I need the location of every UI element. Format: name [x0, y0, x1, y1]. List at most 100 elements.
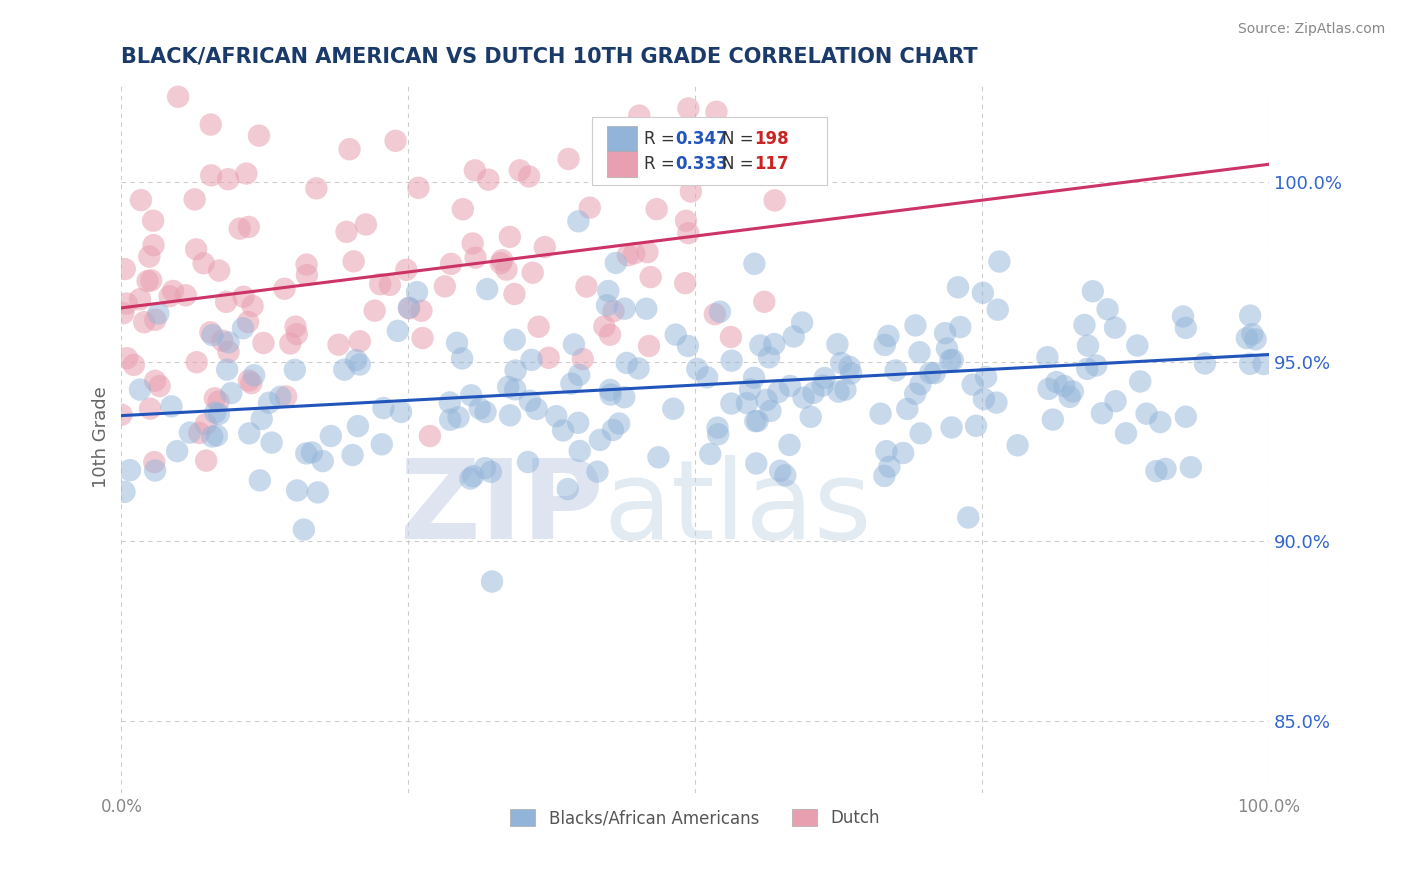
Point: [162, 284, 184, 298]
Point: [200, 169, 222, 183]
Point: [412, 331, 434, 345]
Point: [520, 352, 543, 367]
Point: [319, 429, 342, 443]
Point: [638, 339, 661, 353]
Point: [208, 407, 231, 421]
Point: [599, 327, 621, 342]
Point: [676, 339, 699, 353]
Point: [343, 254, 366, 268]
Point: [129, 292, 152, 306]
Point: [328, 337, 350, 351]
Point: [339, 142, 361, 156]
Point: [884, 363, 907, 377]
Point: [1059, 390, 1081, 404]
Point: [891, 446, 914, 460]
Point: [188, 425, 211, 440]
Point: [942, 353, 965, 368]
Point: [744, 414, 766, 428]
Point: [1239, 357, 1261, 371]
Point: [720, 330, 742, 344]
Point: [707, 427, 730, 442]
Point: [186, 243, 208, 257]
Point: [247, 128, 270, 143]
Point: [474, 461, 496, 475]
Point: [602, 304, 624, 318]
Point: [678, 102, 700, 116]
Point: [292, 523, 315, 537]
Point: [533, 240, 555, 254]
Point: [179, 425, 201, 440]
Point: [1091, 406, 1114, 420]
Point: [557, 482, 579, 496]
Point: [1097, 302, 1119, 317]
Point: [908, 345, 931, 359]
Point: [699, 447, 721, 461]
Point: [1115, 426, 1137, 441]
Point: [775, 468, 797, 483]
Point: [1239, 309, 1261, 323]
Point: [446, 335, 468, 350]
Point: [479, 465, 502, 479]
FancyBboxPatch shape: [607, 126, 637, 152]
Point: [285, 326, 308, 341]
Point: [706, 420, 728, 434]
Point: [1085, 359, 1108, 373]
Point: [461, 469, 484, 483]
Point: [568, 368, 591, 382]
Point: [496, 380, 519, 394]
Point: [208, 263, 231, 277]
Point: [567, 214, 589, 228]
Point: [499, 409, 522, 423]
Point: [946, 280, 969, 294]
Point: [665, 327, 688, 342]
Point: [720, 396, 742, 410]
Point: [451, 202, 474, 217]
Point: [134, 315, 156, 329]
Point: [759, 404, 782, 418]
Point: [763, 194, 786, 208]
Point: [503, 287, 526, 301]
Point: [551, 424, 574, 438]
Point: [647, 450, 669, 465]
Point: [143, 455, 166, 469]
Point: [1180, 460, 1202, 475]
Point: [1036, 350, 1059, 364]
Point: [201, 328, 224, 343]
Text: N =: N =: [721, 155, 758, 173]
Point: [1241, 327, 1264, 342]
Point: [236, 315, 259, 329]
Point: [949, 320, 972, 334]
Point: [599, 383, 621, 397]
Point: [749, 338, 772, 352]
Point: [920, 366, 942, 380]
Point: [790, 316, 813, 330]
Point: [411, 303, 433, 318]
Point: [373, 401, 395, 415]
Point: [763, 337, 786, 351]
Point: [333, 362, 356, 376]
Point: [464, 163, 486, 178]
Point: [1171, 310, 1194, 324]
Point: [934, 326, 956, 340]
Point: [987, 302, 1010, 317]
Point: [468, 401, 491, 416]
Point: [112, 306, 135, 320]
Point: [1045, 375, 1067, 389]
Point: [115, 296, 138, 310]
Point: [439, 395, 461, 409]
Point: [395, 262, 418, 277]
Point: [195, 453, 218, 467]
Point: [703, 307, 725, 321]
Point: [138, 250, 160, 264]
Point: [491, 253, 513, 268]
Point: [1149, 415, 1171, 429]
Text: 117: 117: [754, 155, 789, 173]
Point: [489, 256, 512, 270]
Point: [186, 355, 208, 369]
Point: [904, 386, 927, 401]
Point: [460, 388, 482, 402]
Point: [924, 366, 946, 380]
Point: [238, 374, 260, 388]
Point: [1038, 382, 1060, 396]
Point: [495, 262, 517, 277]
